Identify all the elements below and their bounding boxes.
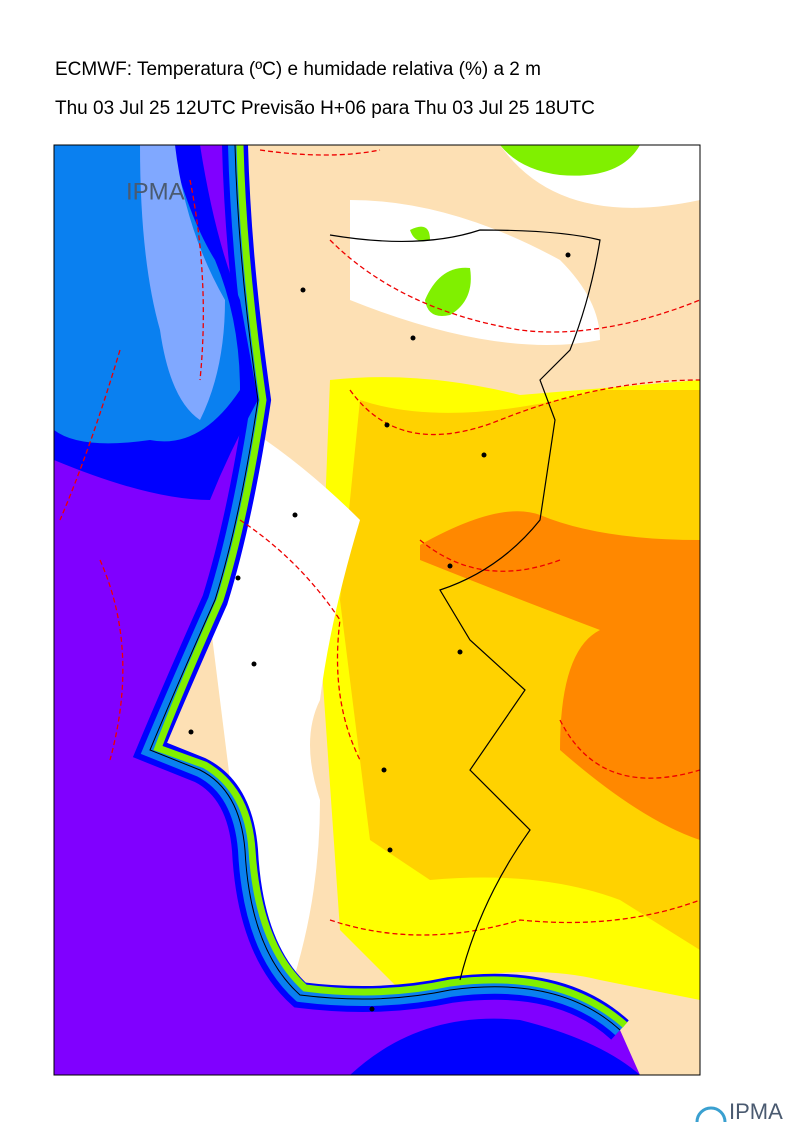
map: IPMA — [54, 145, 700, 1075]
logo-icon — [695, 1106, 727, 1123]
map-logo: IPMA — [126, 178, 185, 205]
subtitle: Thu 03 Jul 25 12UTC Previsão H+06 para T… — [55, 98, 595, 119]
map-frame — [53, 144, 701, 1076]
title: ECMWF: Temperatura (ºC) e humidade relat… — [55, 59, 541, 80]
footer-logo: IPMA — [729, 1099, 783, 1124]
